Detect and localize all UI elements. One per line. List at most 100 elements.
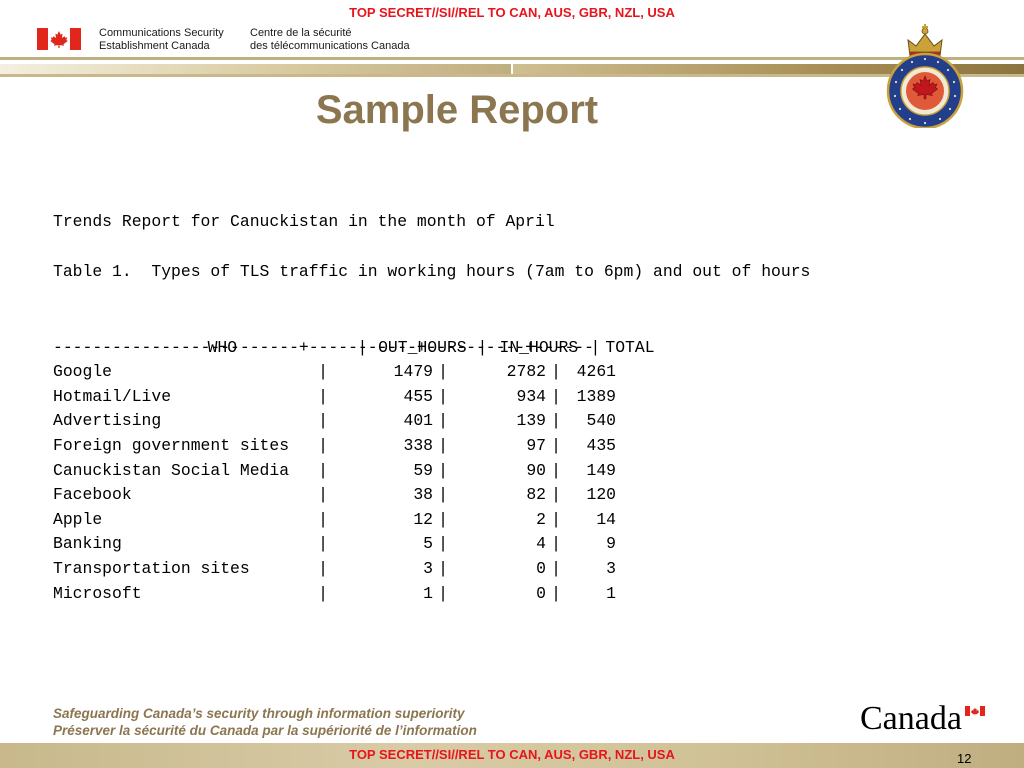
report-intro: Trends Report for Canuckistan in the mon… — [53, 212, 555, 231]
agency-name-english-line1: Communications Security — [99, 27, 224, 39]
column-divider: | — [438, 583, 448, 603]
tagline: Safeguarding Canada’s security through i… — [53, 705, 477, 739]
cell-total: 120 — [586, 485, 616, 505]
cse-crest-icon — [886, 24, 964, 128]
header-band-left — [0, 64, 511, 74]
column-divider: | — [551, 460, 561, 480]
agency-name-french: Centre de la sécurité des télécommunicat… — [250, 27, 410, 53]
cell-who: Advertising — [53, 411, 162, 431]
agency-name-french-line1: Centre de la sécurité — [250, 27, 352, 39]
slide-title: Sample Report — [315, 88, 599, 132]
cell-out-hours: 338 — [403, 435, 433, 455]
cell-out-hours: 59 — [413, 460, 433, 480]
cell-who: Facebook — [53, 485, 132, 505]
cell-total: 1389 — [576, 386, 616, 406]
page-number: 12 — [957, 751, 972, 766]
table-header-row: WHO | OUT_HOURS | IN_HOURS | TOTAL — [53, 311, 655, 357]
cell-who: Foreign government sites — [53, 435, 290, 455]
cell-in-hours: 0 — [536, 558, 546, 578]
table-row: Canuckistan Social Media | 59 | 90 | 149 — [53, 459, 655, 484]
classification-banner-bottom: TOP SECRET//SI//REL TO CAN, AUS, GBR, NZ… — [349, 747, 675, 762]
header-band-right — [513, 64, 1024, 74]
column-divider: | — [551, 485, 561, 505]
table-row: Microsoft | 1 | 0 | 1 — [53, 582, 655, 607]
column-divider: | — [551, 558, 561, 578]
column-header-in-hours: IN_HOURS — [499, 337, 579, 357]
cell-in-hours: 97 — [526, 435, 546, 455]
cell-out-hours: 1479 — [393, 362, 433, 382]
cell-in-hours: 2782 — [506, 362, 546, 382]
table-row: Transportation sites | 3 | 0 | 3 — [53, 557, 655, 582]
column-divider: | — [551, 583, 561, 603]
cell-total: 9 — [606, 534, 616, 554]
cell-who: Apple — [53, 509, 103, 529]
table-header-separator: -------------------------+-----------+--… — [53, 337, 594, 357]
column-header-who: WHO — [207, 337, 238, 357]
cell-in-hours: 82 — [526, 485, 546, 505]
cell-out-hours: 38 — [413, 485, 433, 505]
cell-in-hours: 2 — [536, 509, 546, 529]
table-caption: Table 1. Types of TLS traffic in working… — [53, 262, 811, 281]
column-divider: | — [318, 509, 328, 529]
table-row: Banking | 5 | 4 | 9 — [53, 532, 655, 557]
column-header-total: TOTAL — [605, 337, 655, 357]
table-row: Facebook | 38 | 82 | 120 — [53, 483, 655, 508]
column-divider: | — [318, 386, 328, 406]
cell-total: 149 — [586, 460, 616, 480]
canada-flag-icon — [37, 28, 81, 50]
column-divider: | — [551, 386, 561, 406]
column-divider: | — [318, 411, 328, 431]
column-divider: | — [551, 411, 561, 431]
cell-total: 540 — [586, 411, 616, 431]
tagline-english: Safeguarding Canada’s security through i… — [53, 706, 465, 721]
cell-out-hours: 455 — [403, 386, 433, 406]
column-divider: | — [438, 460, 448, 480]
cell-total: 1 — [606, 583, 616, 603]
cell-in-hours: 139 — [516, 411, 546, 431]
column-divider: | — [318, 534, 328, 554]
column-divider: | — [438, 558, 448, 578]
column-divider: | — [438, 485, 448, 505]
column-divider: | — [318, 583, 328, 603]
tagline-french: Préserver la sécurité du Canada par la s… — [53, 723, 477, 738]
cell-out-hours: 401 — [403, 411, 433, 431]
cell-in-hours: 934 — [516, 386, 546, 406]
table-row: Apple | 12 | 2 | 14 — [53, 508, 655, 533]
cell-who: Google — [53, 362, 113, 382]
column-divider: | — [438, 509, 448, 529]
column-divider: | — [318, 460, 328, 480]
column-divider: | — [551, 534, 561, 554]
table-row: Advertising | 401 | 139 | 540 — [53, 409, 655, 434]
cell-who: Canuckistan Social Media — [53, 460, 290, 480]
cell-total: 14 — [596, 509, 616, 529]
footer-band — [0, 743, 1024, 768]
agency-name-english: Communications Security Establishment Ca… — [99, 27, 224, 53]
column-divider: | — [318, 435, 328, 455]
cell-who: Microsoft — [53, 583, 142, 603]
agency-name-english-line2: Establishment Canada — [99, 40, 210, 52]
column-divider: | — [357, 337, 368, 357]
column-divider: | — [318, 485, 328, 505]
column-divider: | — [551, 509, 561, 529]
cell-who: Banking — [53, 534, 122, 554]
canada-wordmark-flag-icon — [965, 706, 985, 716]
header-rule-top — [0, 57, 1024, 60]
column-divider: | — [438, 386, 448, 406]
column-divider: | — [551, 362, 561, 382]
canada-wordmark: Canada — [860, 700, 962, 737]
traffic-table: WHO | OUT_HOURS | IN_HOURS | TOTAL -----------… — [53, 311, 655, 606]
column-header-out-hours: OUT_HOURS — [378, 337, 467, 357]
cell-out-hours: 1 — [423, 583, 433, 603]
table-row: Hotmail/Live | 455 | 934 | 1389 — [53, 385, 655, 410]
classification-banner-top: TOP SECRET//SI//REL TO CAN, AUS, GBR, NZ… — [349, 5, 675, 20]
cell-in-hours: 0 — [536, 583, 546, 603]
header-rule-bottom — [0, 74, 1024, 77]
cell-total: 435 — [586, 435, 616, 455]
column-divider: | — [438, 362, 448, 382]
column-divider: | — [318, 362, 328, 382]
cell-total: 4261 — [576, 362, 616, 382]
column-divider: | — [551, 435, 561, 455]
agency-name-french-line2: des télécommunications Canada — [250, 40, 410, 52]
column-divider: | — [438, 411, 448, 431]
column-divider: | — [438, 534, 448, 554]
